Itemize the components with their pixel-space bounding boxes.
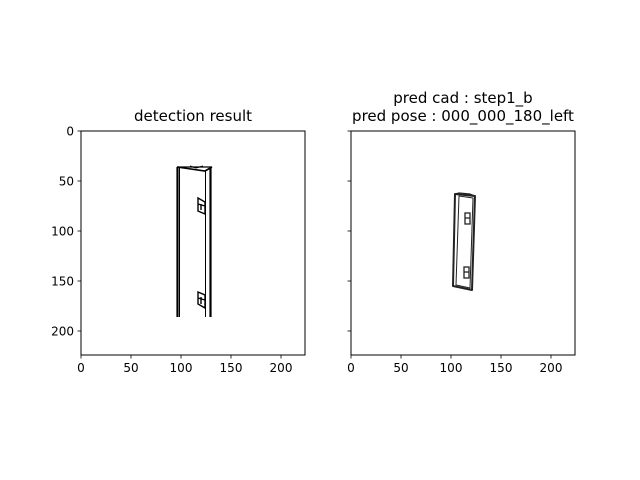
y-tick-label: 200 xyxy=(51,325,74,339)
cad-bracket-bottom xyxy=(463,266,470,279)
x-tick-label: 150 xyxy=(490,361,513,375)
detected-panel-outline xyxy=(176,165,213,317)
x-tick-label: 0 xyxy=(77,361,85,375)
x-tick-label: 200 xyxy=(270,361,293,375)
axes-frame xyxy=(350,130,576,356)
cad-bracket-top xyxy=(464,212,471,225)
subplot-title-line-2: pred pose : 000_000_180_left xyxy=(352,107,574,126)
x-tick-label: 100 xyxy=(170,361,193,375)
x-tick-label: 50 xyxy=(123,361,138,375)
axis-ticks: 0 50 100 150 200 xyxy=(347,130,563,375)
detected-bracket-top xyxy=(197,196,206,216)
cad-panel-outline xyxy=(452,192,476,291)
subplot-pred-cad: pred cad : step1_b pred pose : 000_000_1… xyxy=(347,89,576,375)
y-tick-label: 100 xyxy=(51,225,74,239)
subplot-title-line-1: pred cad : step1_b xyxy=(393,89,532,108)
detected-bracket-bottom xyxy=(197,290,206,310)
x-tick-label: 50 xyxy=(393,361,408,375)
y-tick-label: 0 xyxy=(66,125,74,139)
x-tick-label: 0 xyxy=(347,361,355,375)
x-tick-label: 100 xyxy=(440,361,463,375)
x-tick-label: 200 xyxy=(540,361,563,375)
x-tick-label: 150 xyxy=(220,361,243,375)
subplot-title-line-1: detection result xyxy=(134,107,252,125)
y-tick-label: 50 xyxy=(59,175,74,189)
subplot-detection-result: detection result xyxy=(51,107,306,376)
y-tick-label: 150 xyxy=(51,275,74,289)
image-content xyxy=(452,192,476,291)
image-content xyxy=(176,165,213,317)
axes-frame xyxy=(80,130,306,356)
axis-ticks: 0 50 100 150 200 0 50 100 150 200 xyxy=(51,125,292,376)
